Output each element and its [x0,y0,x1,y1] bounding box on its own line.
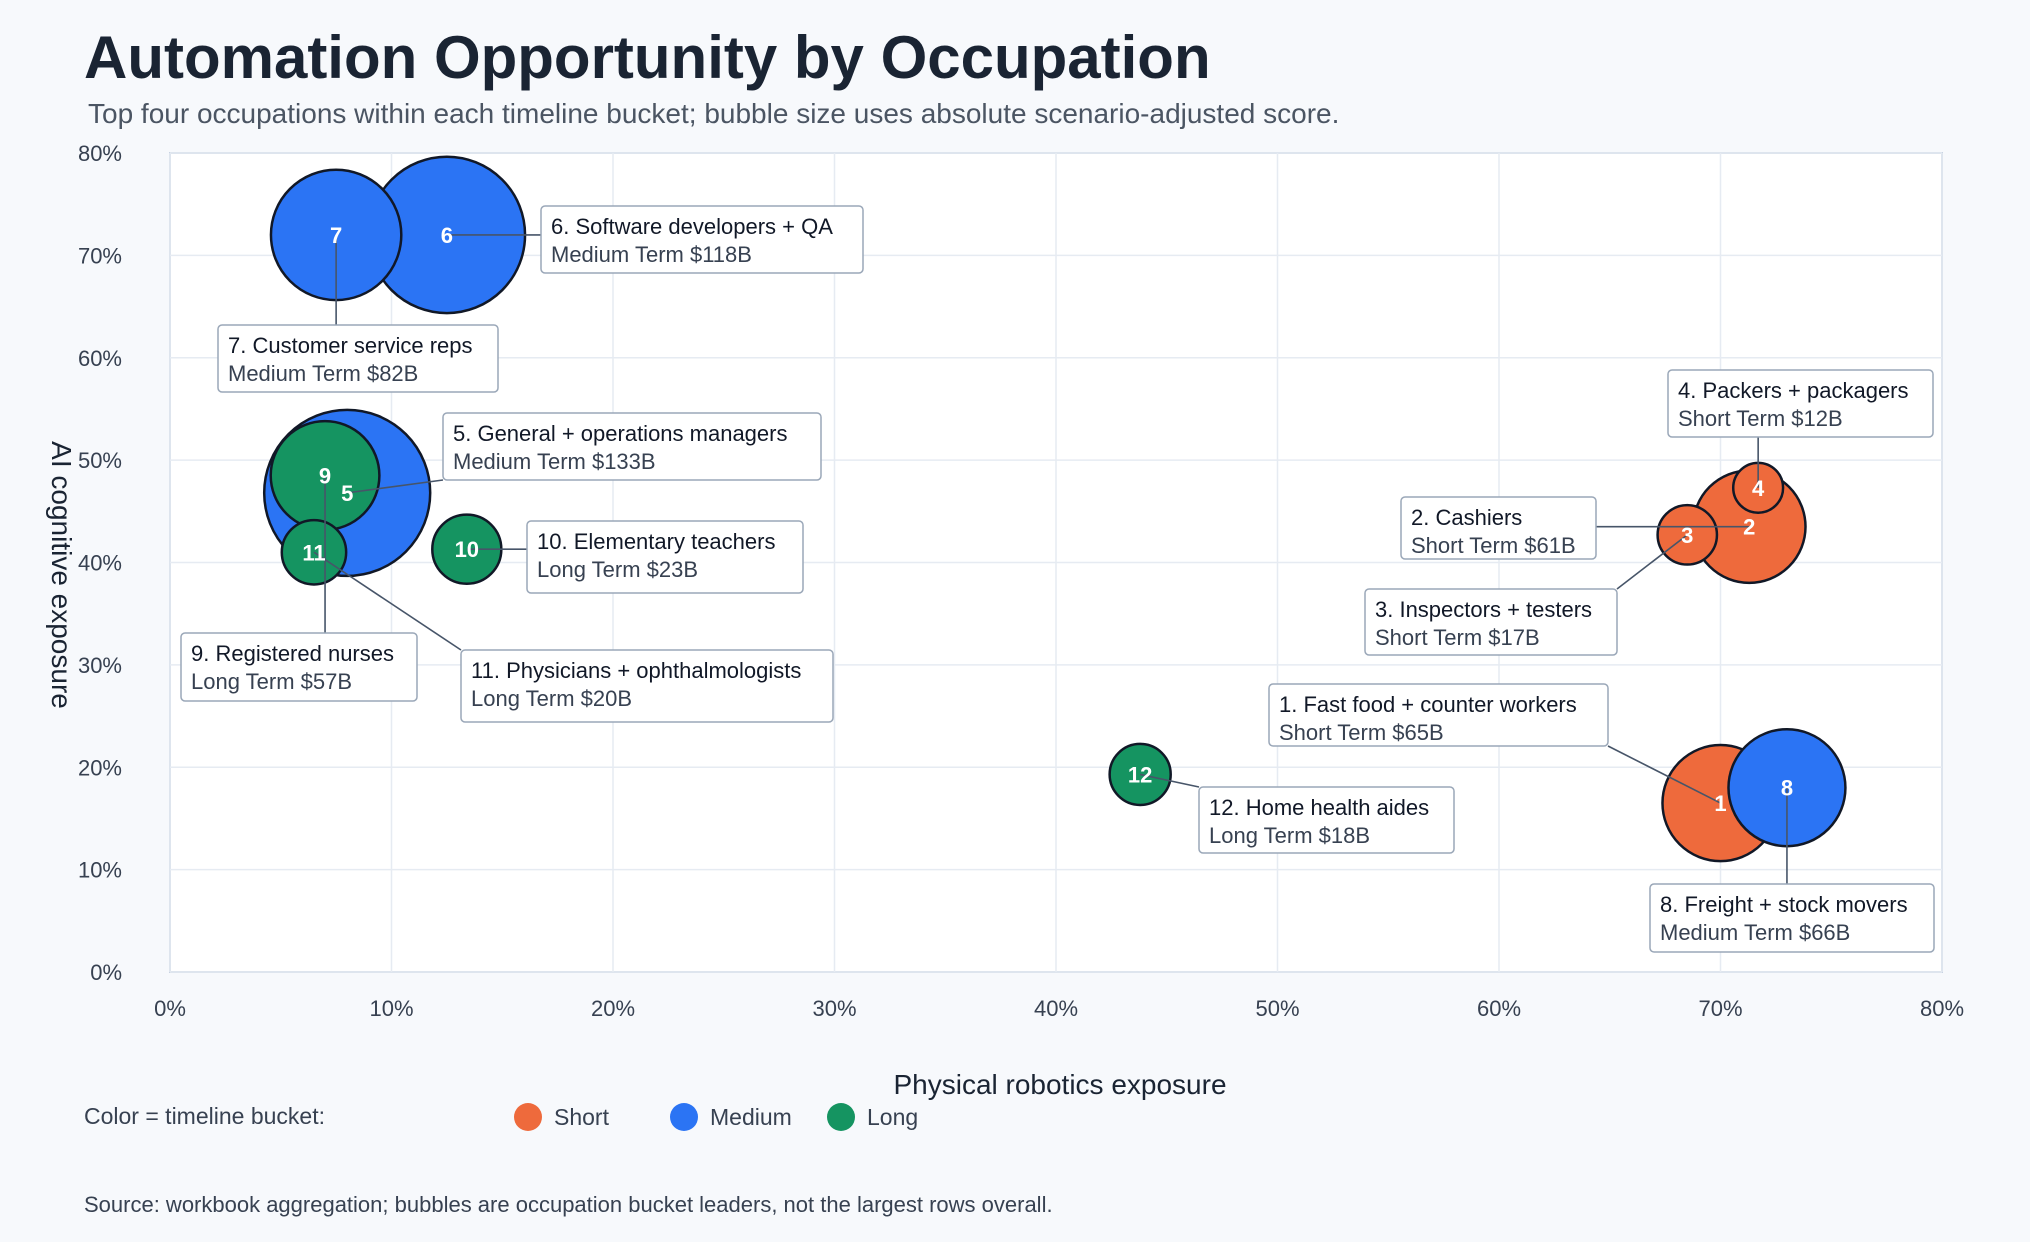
label-title-11: 11. Physicians + ophthalmologists [471,658,801,683]
label-title-6: 6. Software developers + QA [551,214,833,239]
leader-line-5 [347,479,444,494]
legend-title: Color = timeline bucket: [84,1103,325,1129]
bubble-number-6: 6 [441,223,453,248]
label-sub-7: Medium Term $82B [228,361,418,386]
label-box-4 [1667,369,1934,438]
label-box-8 [1649,883,1935,953]
y-tick-label: 30% [78,653,122,678]
y-tick-label: 60% [78,346,122,371]
label-sub-12: Long Term $18B [1209,823,1370,848]
label-sub-3: Short Term $17B [1375,625,1540,650]
label-sub-10: Long Term $23B [537,557,698,582]
label-sub-2: Short Term $61B [1411,533,1576,558]
x-tick-label: 50% [1255,996,1299,1021]
legend-marker-long [827,1103,855,1131]
label-sub-9: Long Term $57B [191,669,352,694]
label-sub-6: Medium Term $118B [551,242,752,267]
bubble-number-4: 4 [1752,476,1765,501]
label-title-10: 10. Elementary teachers [537,529,775,554]
source-note: Source: workbook aggregation; bubbles ar… [84,1192,1053,1217]
bubble-number-8: 8 [1781,776,1793,801]
bubble-number-9: 9 [319,463,331,488]
label-sub-5: Medium Term $133B [453,449,656,474]
label-box-5 [442,412,822,481]
bubble-number-12: 12 [1128,762,1152,787]
label-box-6 [540,205,864,274]
label-box-1 [1268,683,1609,747]
label-title-4: 4. Packers + packagers [1678,378,1909,403]
leader-line-1 [1607,745,1721,804]
y-tick-label: 70% [78,243,122,268]
label-title-3: 3. Inspectors + testers [1375,597,1592,622]
label-sub-11: Long Term $20B [471,686,632,711]
legend-marker-medium [670,1103,698,1131]
chart-title: Automation Opportunity by Occupation [84,24,1211,91]
bubble-number-3: 3 [1681,523,1693,548]
leader-line-3 [1616,534,1688,590]
x-tick-label: 10% [369,996,413,1021]
x-tick-label: 0% [154,996,186,1021]
y-tick-label: 20% [78,755,122,780]
label-sub-8: Medium Term $66B [1660,920,1850,945]
leader-line-11 [313,551,462,651]
bubble-number-7: 7 [330,223,342,248]
legend-label-short: Short [554,1104,610,1130]
bubble-number-1: 1 [1714,791,1726,816]
leader-line-12 [1140,773,1200,788]
x-tick-label: 20% [591,996,635,1021]
x-axis-label: Physical robotics exposure [893,1069,1226,1100]
label-title-8: 8. Freight + stock movers [1660,892,1908,917]
label-title-9: 9. Registered nurses [191,641,394,666]
label-box-2 [1400,496,1597,560]
label-title-7: 7. Customer service reps [228,333,473,358]
x-tick-label: 60% [1477,996,1521,1021]
legend: Short Medium Long [514,1103,918,1131]
y-axis-label: AI cognitive exposure [46,441,77,709]
label-box-12 [1198,786,1455,854]
label-sub-4: Short Term $12B [1678,406,1843,431]
x-tick-label: 40% [1034,996,1078,1021]
label-sub-1: Short Term $65B [1279,720,1444,745]
x-tick-label: 70% [1698,996,1742,1021]
bubble-number-5: 5 [341,481,353,506]
plot-area: 0% 0% 10% 10% 20% 20% 30% 30% 40% 40% 50% 50% 60% 60%… [78,141,1964,1021]
y-tick-label: 10% [78,858,122,883]
y-tick-label: 50% [78,448,122,473]
legend-marker-short [514,1103,542,1131]
bubble-number-11: 11 [302,540,325,565]
label-title-2: 2. Cashiers [1411,505,1522,530]
bubble-number-2: 2 [1743,515,1755,540]
legend-label-long: Long [867,1104,918,1130]
x-tick-label: 80% [1920,996,1964,1021]
y-tick-label: 40% [78,551,122,576]
legend-label-medium: Medium [710,1104,792,1130]
label-title-5: 5. General + operations managers [453,421,787,446]
label-box-10 [526,520,804,594]
label-box-9 [180,632,418,702]
label-box-3 [1364,588,1618,656]
y-tick-label: 0% [90,960,122,985]
label-title-12: 12. Home health aides [1209,795,1429,820]
y-tick-label: 80% [78,141,122,166]
label-title-1: 1. Fast food + counter workers [1279,692,1577,717]
label-box-11 [460,649,834,723]
chart-subtitle: Top four occupations within each timelin… [88,98,1339,129]
bubble-number-10: 10 [455,537,479,562]
x-tick-label: 30% [812,996,856,1021]
label-box-7 [217,324,499,393]
